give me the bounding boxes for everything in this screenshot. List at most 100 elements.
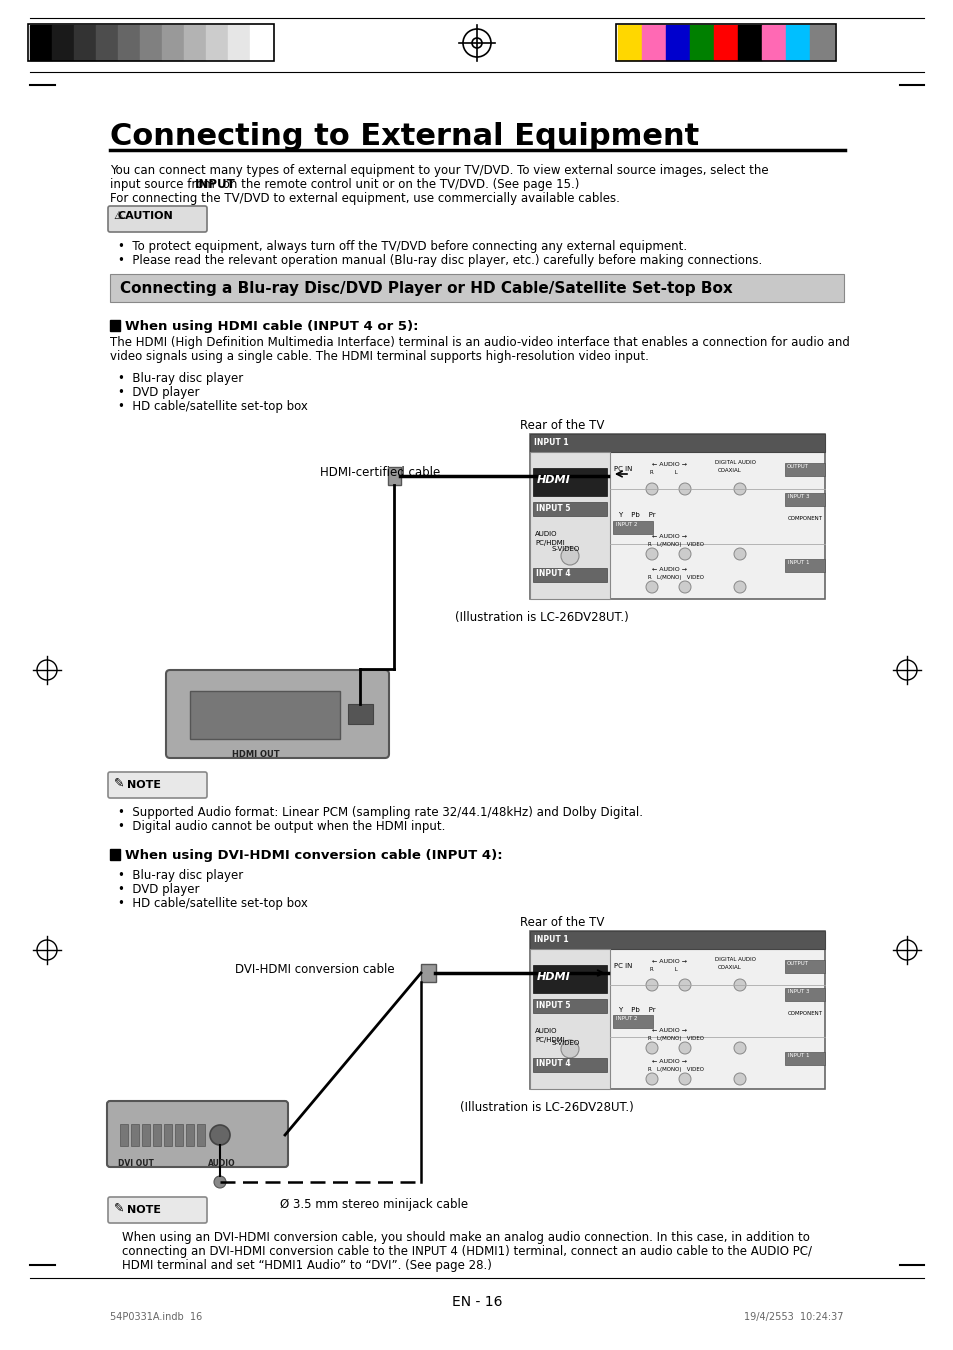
Bar xyxy=(228,26,250,59)
Text: DIGITAL AUDIO: DIGITAL AUDIO xyxy=(714,460,755,464)
Bar xyxy=(530,452,609,599)
Bar xyxy=(140,26,162,59)
Circle shape xyxy=(645,548,658,560)
Text: When using HDMI cable (INPUT 4 or 5):: When using HDMI cable (INPUT 4 or 5): xyxy=(125,320,418,333)
Bar xyxy=(96,26,118,59)
Text: You can connect many types of external equipment to your TV/DVD. To view externa: You can connect many types of external e… xyxy=(110,163,768,177)
Text: NOTE: NOTE xyxy=(127,1206,161,1215)
Bar xyxy=(162,26,184,59)
Bar xyxy=(761,26,785,59)
Circle shape xyxy=(733,580,745,593)
Bar xyxy=(30,26,52,59)
Text: When using DVI-HDMI conversion cable (INPUT 4):: When using DVI-HDMI conversion cable (IN… xyxy=(125,849,502,863)
Bar xyxy=(784,463,824,477)
FancyBboxPatch shape xyxy=(108,1197,207,1223)
Circle shape xyxy=(733,548,745,560)
Text: INPUT 1: INPUT 1 xyxy=(534,936,568,944)
Text: S-VIDEO: S-VIDEO xyxy=(552,1040,579,1046)
Bar xyxy=(784,988,824,1000)
FancyBboxPatch shape xyxy=(166,670,389,757)
Text: INPUT 2: INPUT 2 xyxy=(616,1017,637,1021)
Text: input source from: input source from xyxy=(110,178,218,190)
FancyBboxPatch shape xyxy=(107,1102,288,1166)
Text: •  Blu-ray disc player: • Blu-ray disc player xyxy=(118,373,243,385)
Text: •  Please read the relevant operation manual (Blu-ray disc player, etc.) careful: • Please read the relevant operation man… xyxy=(118,254,761,267)
Text: •  HD cable/satellite set-top box: • HD cable/satellite set-top box xyxy=(118,896,308,910)
Text: AUDIO: AUDIO xyxy=(208,1160,235,1168)
Text: INPUT 3: INPUT 3 xyxy=(787,990,809,994)
Text: ✎: ✎ xyxy=(113,776,125,790)
Circle shape xyxy=(645,1042,658,1054)
Bar xyxy=(190,691,339,738)
Circle shape xyxy=(679,979,690,991)
FancyBboxPatch shape xyxy=(108,772,207,798)
Circle shape xyxy=(560,547,578,566)
Text: INPUT 5: INPUT 5 xyxy=(536,1000,570,1010)
Text: PC IN: PC IN xyxy=(614,963,632,969)
Text: OUTPUT: OUTPUT xyxy=(786,961,808,967)
Bar xyxy=(206,26,228,59)
Text: 54P0331A.indb  16: 54P0331A.indb 16 xyxy=(110,1312,202,1322)
Circle shape xyxy=(679,548,690,560)
Bar xyxy=(784,960,824,973)
Text: Rear of the TV: Rear of the TV xyxy=(519,917,604,929)
Text: When using an DVI-HDMI conversion cable, you should make an analog audio connect: When using an DVI-HDMI conversion cable,… xyxy=(122,1231,809,1243)
Bar xyxy=(689,26,713,59)
Text: ← AUDIO →: ← AUDIO → xyxy=(651,1058,686,1064)
Text: DVI OUT: DVI OUT xyxy=(118,1160,153,1168)
Circle shape xyxy=(679,580,690,593)
Circle shape xyxy=(645,979,658,991)
Bar xyxy=(348,703,373,724)
Text: HDMI terminal and set “HDMI1 Audio” to “DVI”. (See page 28.): HDMI terminal and set “HDMI1 Audio” to “… xyxy=(122,1260,492,1272)
Bar xyxy=(152,1125,161,1146)
Text: Y    Pb    Pr: Y Pb Pr xyxy=(618,512,655,518)
Text: connecting an DVI-HDMI conversion cable to the INPUT 4 (HDMI1) terminal, connect: connecting an DVI-HDMI conversion cable … xyxy=(122,1245,811,1258)
Text: DVI-HDMI conversion cable: DVI-HDMI conversion cable xyxy=(234,963,395,976)
Bar xyxy=(120,1125,128,1146)
Bar xyxy=(110,274,843,302)
Text: R   L(MONO)   VIDEO: R L(MONO) VIDEO xyxy=(647,1035,703,1041)
Text: INPUT 4: INPUT 4 xyxy=(536,568,570,578)
Bar xyxy=(420,964,436,981)
Bar xyxy=(616,24,835,61)
Bar xyxy=(388,467,400,485)
Text: Ø 3.5 mm stereo minijack cable: Ø 3.5 mm stereo minijack cable xyxy=(280,1197,468,1211)
Text: ⚠: ⚠ xyxy=(112,211,123,221)
Bar xyxy=(530,433,824,452)
Bar xyxy=(186,1125,193,1146)
Bar xyxy=(142,1125,150,1146)
Text: •  To protect equipment, always turn off the TV/DVD before connecting any extern: • To protect equipment, always turn off … xyxy=(118,240,686,252)
Bar xyxy=(530,949,609,1089)
Text: •  Digital audio cannot be output when the HDMI input.: • Digital audio cannot be output when th… xyxy=(118,819,445,833)
Text: ✎: ✎ xyxy=(113,1202,125,1215)
Text: •  Supported Audio format: Linear PCM (sampling rate 32/44.1/48kHz) and Dolby Di: • Supported Audio format: Linear PCM (sa… xyxy=(118,806,642,819)
Text: HDMI: HDMI xyxy=(537,475,570,485)
Text: on the remote control unit or on the TV/DVD. (See page 15.): on the remote control unit or on the TV/… xyxy=(218,178,578,190)
Circle shape xyxy=(645,580,658,593)
Text: INPUT 4: INPUT 4 xyxy=(536,1058,570,1068)
Text: The HDMI (High Definition Multimedia Interface) terminal is an audio-video inter: The HDMI (High Definition Multimedia Int… xyxy=(110,336,849,350)
Text: PC/HDMI: PC/HDMI xyxy=(535,540,564,545)
Bar xyxy=(533,468,606,495)
Text: EN - 16: EN - 16 xyxy=(452,1295,501,1309)
Bar xyxy=(110,320,120,331)
Bar xyxy=(174,1125,183,1146)
Text: HDMI-certified cable: HDMI-certified cable xyxy=(319,466,439,479)
Bar xyxy=(110,849,120,860)
Bar xyxy=(613,521,652,535)
Bar xyxy=(118,26,140,59)
Bar xyxy=(184,26,206,59)
Circle shape xyxy=(210,1125,230,1145)
Text: COAXIAL: COAXIAL xyxy=(718,468,741,472)
Text: 19/4/2553  10:24:37: 19/4/2553 10:24:37 xyxy=(743,1312,843,1322)
Text: CAUTION: CAUTION xyxy=(117,211,172,221)
Bar xyxy=(530,931,824,1089)
Bar xyxy=(530,931,824,949)
Bar xyxy=(52,26,74,59)
Text: INPUT 3: INPUT 3 xyxy=(787,494,809,499)
Circle shape xyxy=(645,483,658,495)
Text: COAXIAL: COAXIAL xyxy=(718,965,741,971)
Text: INPUT: INPUT xyxy=(195,178,235,190)
Text: ← AUDIO →: ← AUDIO → xyxy=(651,535,686,539)
Circle shape xyxy=(733,979,745,991)
